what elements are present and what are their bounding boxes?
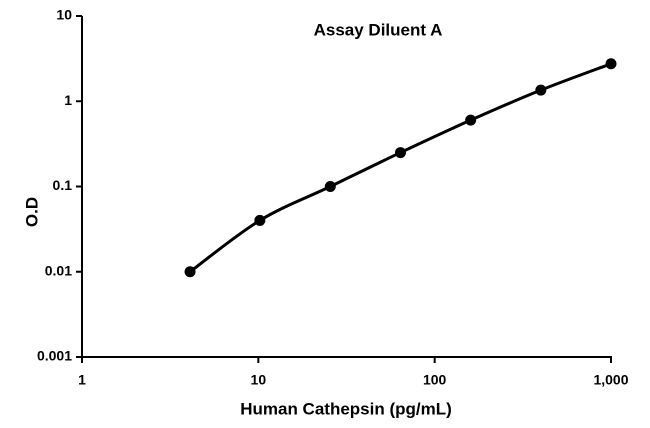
y-tick-label: 0.01 [45,262,72,278]
data-point [254,214,266,226]
y-tick-label: 1 [64,92,72,108]
data-point [465,114,477,126]
x-tick-label: 1,000 [593,372,628,388]
y-tick-label: 0.001 [37,348,72,364]
x-tick-label: 10 [251,372,267,388]
x-tick-label: 100 [423,372,447,388]
data-point [535,84,547,96]
y-axis-label: O.D [22,197,41,227]
data-point [605,58,617,70]
y-tick-label: 10 [56,7,72,23]
data-point [394,147,406,159]
x-axis-label: Human Cathepsin (pg/mL) [240,399,452,418]
y-tick-label: 0.1 [53,177,73,193]
x-tick-label: 1 [78,372,86,388]
data-point [184,266,196,278]
data-point [324,181,336,192]
chart-title: Assay Diluent A [314,20,443,39]
